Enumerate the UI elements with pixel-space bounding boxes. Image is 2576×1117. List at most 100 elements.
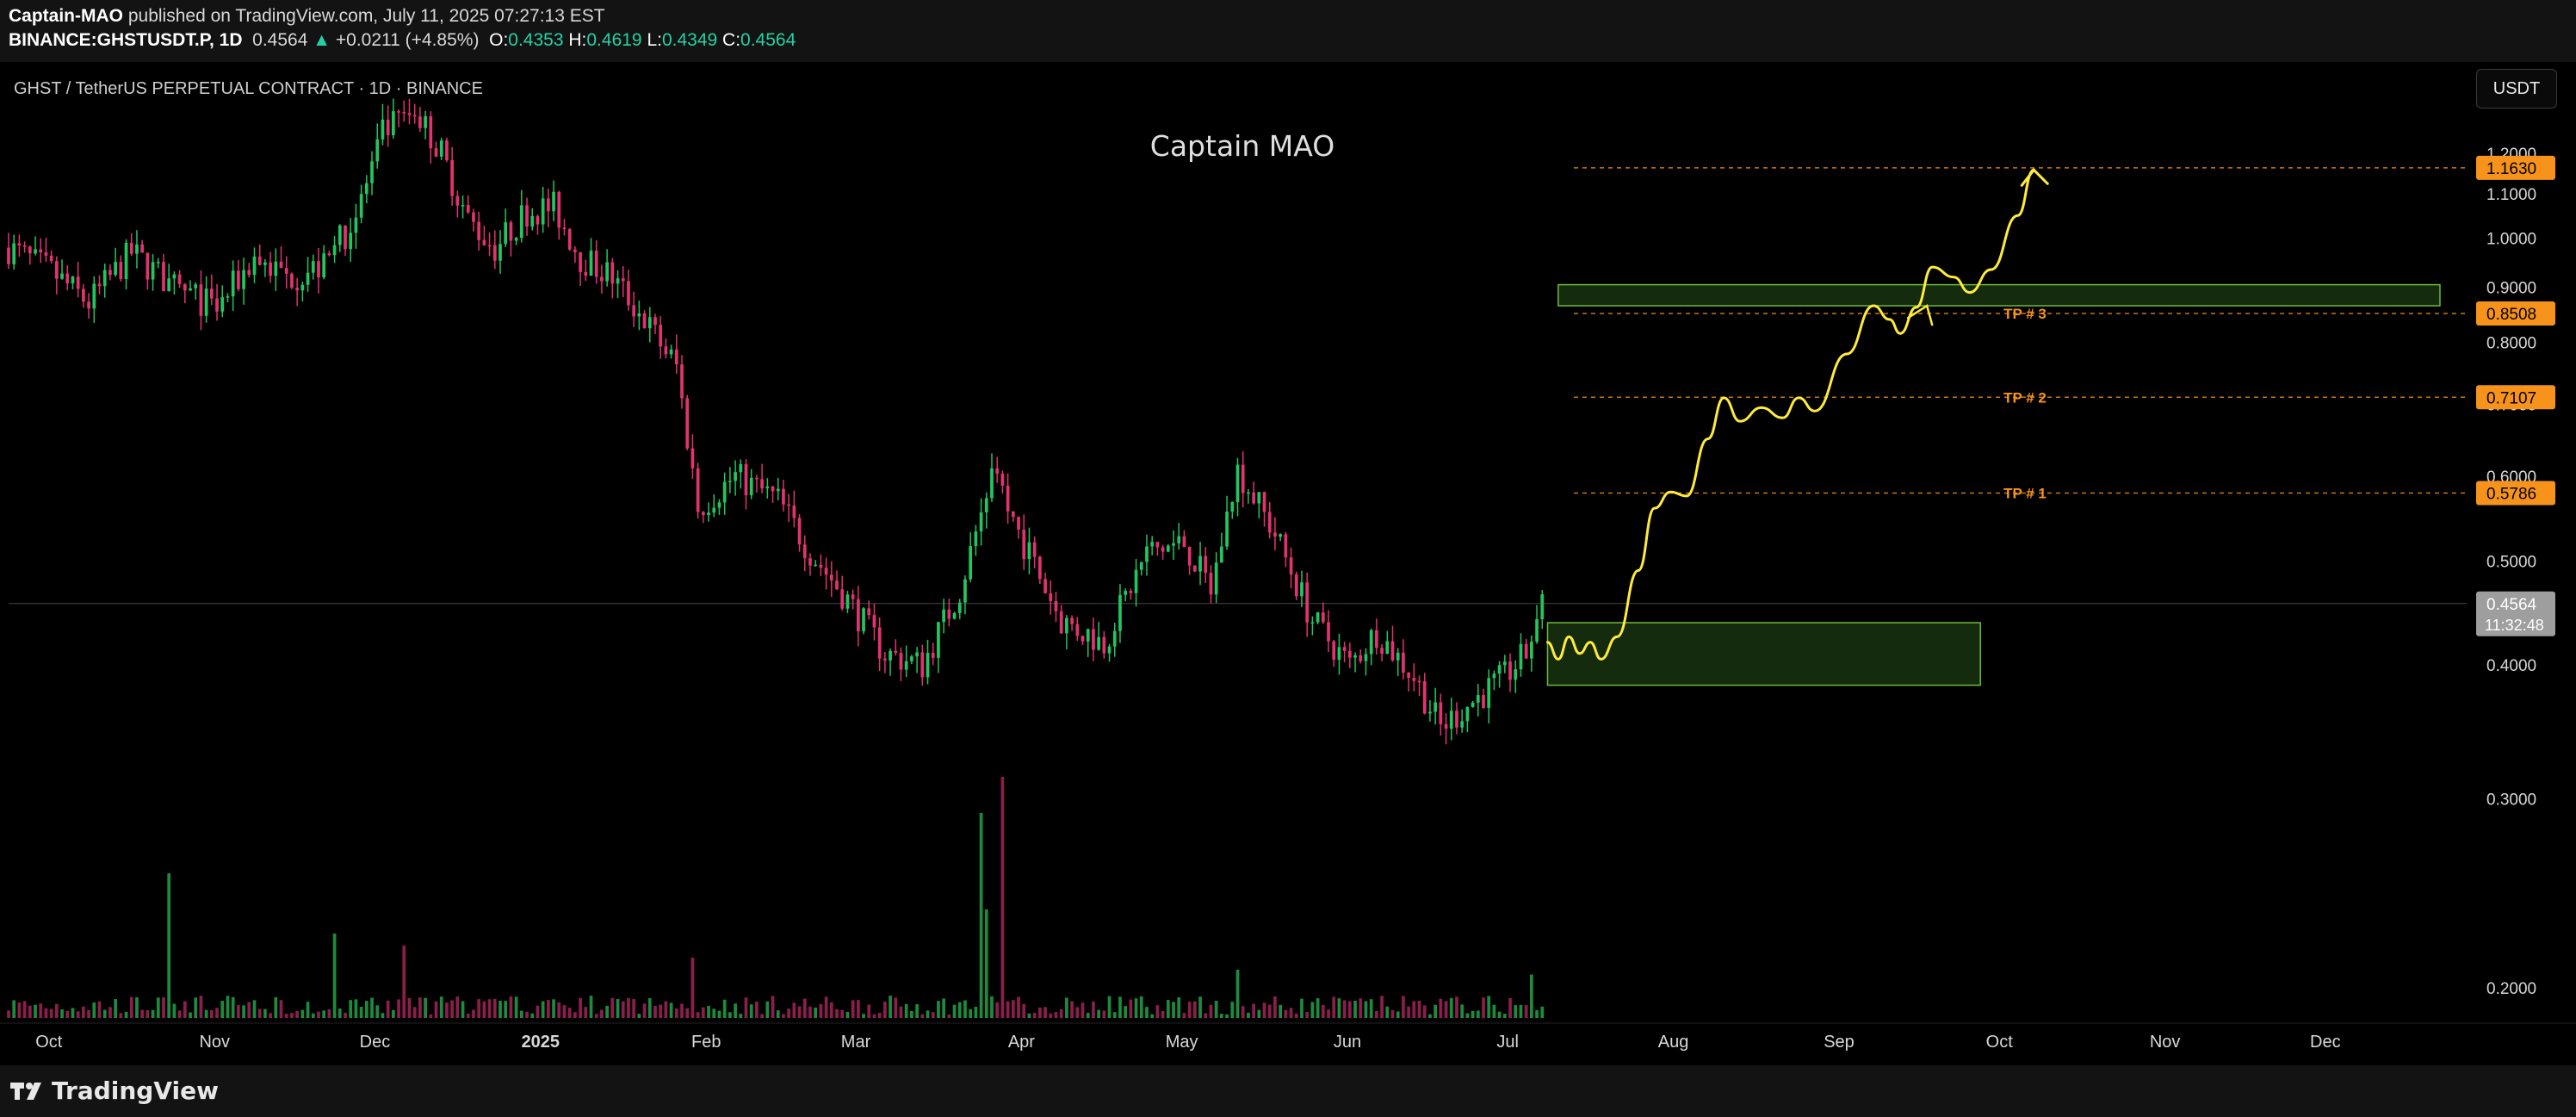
candle-body <box>65 273 70 284</box>
x-tick-label: Nov <box>199 1033 230 1052</box>
projection-path <box>1545 168 2035 661</box>
volume-bar <box>696 1012 700 1018</box>
candle-body <box>87 301 90 309</box>
candle-body <box>317 261 320 278</box>
candle-body <box>381 119 385 140</box>
candle-body <box>835 580 839 590</box>
volume-bar <box>498 1001 502 1018</box>
candle-body <box>1262 492 1266 512</box>
candle-body <box>530 215 535 227</box>
candle-body <box>963 579 967 603</box>
candle-body <box>1252 492 1255 504</box>
target-label: TP # 2 <box>2003 389 2047 406</box>
candle-body <box>204 289 208 316</box>
candle-body <box>1540 593 1545 620</box>
candle-body <box>616 278 620 284</box>
volume-bar <box>1112 1012 1117 1018</box>
candle-body <box>102 270 107 287</box>
tradingview-logo-icon <box>10 1082 41 1100</box>
volume-bar <box>883 1002 887 1018</box>
target-price-label: 1.1630 <box>2486 160 2536 178</box>
tradingview-logo[interactable]: TradingView <box>9 1077 219 1105</box>
volume-bar <box>1124 1006 1128 1018</box>
candle-body <box>802 544 807 559</box>
candle-body <box>979 512 983 532</box>
volume-bar <box>97 1001 102 1018</box>
volume-bar <box>1316 998 1320 1018</box>
volume-bar <box>1011 1000 1015 1018</box>
volume-bar <box>124 1011 128 1018</box>
chart-area[interactable]: GHST / TetherUS PERPETUAL CONTRACT · 1D … <box>0 62 2576 1065</box>
candle-body <box>1187 547 1192 566</box>
candle-body <box>1390 641 1395 661</box>
volume-bar <box>637 1014 641 1018</box>
candle-body <box>915 652 919 657</box>
volume-bar <box>1204 1013 1208 1018</box>
volume-bar <box>151 1009 155 1018</box>
x-tick-label: Apr <box>1008 1033 1035 1052</box>
candle-body <box>1081 636 1085 642</box>
candle-body <box>1112 630 1117 647</box>
volume-bar <box>1097 1009 1100 1018</box>
candle-body <box>1134 569 1138 593</box>
candle-body <box>627 281 630 306</box>
price-chart[interactable]: GHST / TetherUS PERPETUAL CONTRACT · 1D … <box>0 62 2576 1065</box>
volume-bar <box>1107 996 1112 1018</box>
current-price-label: 0.4564 <box>2486 596 2537 614</box>
author-name[interactable]: Captain-MAO <box>9 6 123 26</box>
volume-bar <box>290 1013 294 1018</box>
volume-bar <box>252 1000 257 1018</box>
volume-bar <box>7 1010 10 1018</box>
candle-body <box>252 256 257 276</box>
volume-bar <box>119 1013 123 1018</box>
candle-body <box>162 262 165 292</box>
volume-bar <box>915 1004 919 1018</box>
volume-bar <box>102 1009 107 1018</box>
volume-bar <box>525 1011 529 1018</box>
candle-body <box>1502 661 1507 666</box>
volume-bar <box>744 997 748 1018</box>
candle-body <box>39 249 43 252</box>
volume-bar <box>1241 1006 1245 1018</box>
volume-bar <box>984 909 988 1018</box>
candle-body <box>776 488 780 492</box>
candle-body <box>690 448 695 469</box>
volume-bar <box>327 1009 331 1018</box>
projection-arrowhead <box>2020 168 2049 187</box>
volume-bar <box>82 1006 85 1018</box>
volume-bar <box>386 1000 390 1018</box>
volume-bar <box>856 1000 860 1018</box>
volume-bar <box>1497 1011 1502 1018</box>
x-tick-label: Mar <box>841 1033 871 1052</box>
volume-bar <box>1145 1007 1149 1018</box>
volume-bar <box>237 1005 240 1018</box>
candle-body <box>1145 546 1149 562</box>
volume-bar <box>424 997 427 1018</box>
currency-button[interactable]: USDT <box>2476 69 2557 109</box>
volume-bar <box>749 1004 753 1018</box>
volume-bar <box>1037 1007 1042 1018</box>
volume-bar <box>257 1008 262 1018</box>
candle-body <box>1230 501 1235 512</box>
target-price-label: 0.5786 <box>2486 486 2536 504</box>
volume-bar <box>814 1007 818 1018</box>
volume-bar <box>1247 1012 1250 1018</box>
candle-body <box>792 506 796 518</box>
candle-body <box>984 498 988 512</box>
candle-body <box>477 221 481 240</box>
candle-body <box>889 650 892 661</box>
candle-body <box>1347 650 1352 658</box>
volume-bar <box>926 1010 930 1018</box>
volume-bar <box>1273 996 1277 1018</box>
volume-bar <box>140 1009 145 1018</box>
symbol-name: BINANCE:GHSTUSDT.P, 1D <box>9 30 243 50</box>
volume-bar <box>189 1012 192 1018</box>
candle-body <box>12 243 16 264</box>
candle-body <box>1220 546 1223 563</box>
volume-bar <box>782 1014 785 1018</box>
volume-bar <box>1284 1009 1288 1018</box>
volume-bar <box>1198 996 1202 1018</box>
candle-body <box>1182 536 1186 548</box>
volume-bar <box>647 997 652 1018</box>
volume-bar <box>862 1014 865 1018</box>
